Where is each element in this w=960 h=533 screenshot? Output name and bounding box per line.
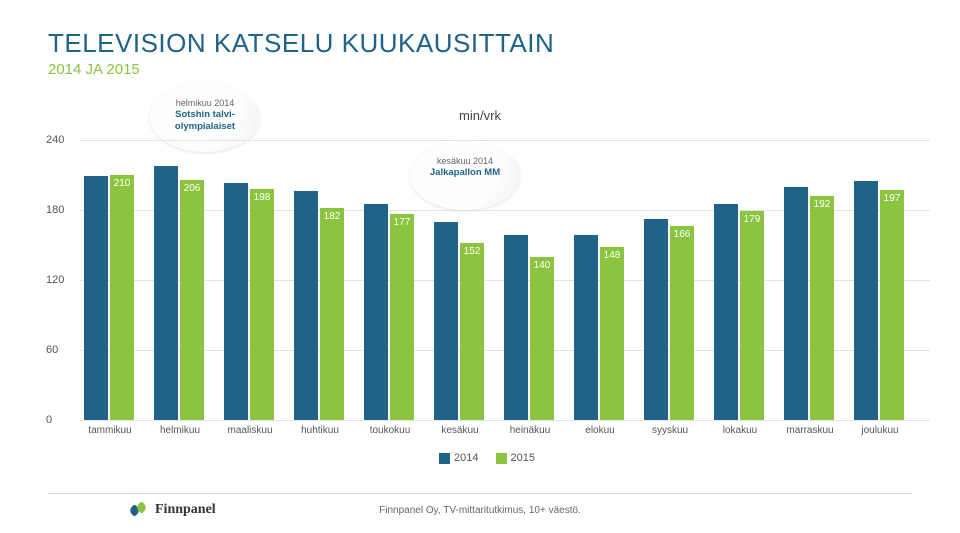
bar-value-label: 210 xyxy=(110,178,134,189)
y-tick-label: 60 xyxy=(46,344,58,356)
bar-value-label: 206 xyxy=(180,183,204,194)
grid-line xyxy=(80,420,930,421)
bar-2014 xyxy=(364,204,388,420)
callout-line2: Sotshin talvi-olympialaiset xyxy=(150,109,260,133)
bar-value-label: 192 xyxy=(810,199,834,210)
legend-swatch-2015 xyxy=(496,453,507,464)
page-subtitle: 2014 JA 2015 xyxy=(48,61,912,78)
bar-value-label: 177 xyxy=(390,217,414,228)
x-tick-label: maaliskuu xyxy=(227,425,272,436)
bar-2014 xyxy=(574,235,598,421)
y-tick-label: 0 xyxy=(46,414,52,426)
logo-mark-icon xyxy=(130,503,148,517)
bar-value-label: 198 xyxy=(250,192,274,203)
x-tick-label: huhtikuu xyxy=(301,425,339,436)
bar-2014 xyxy=(224,183,248,420)
bar-2014 xyxy=(434,222,458,420)
bar-value-label: 140 xyxy=(530,260,554,271)
bar-2015: 140 xyxy=(530,257,554,420)
bar-value-label: 179 xyxy=(740,214,764,225)
bar-value-label: 148 xyxy=(600,250,624,261)
x-tick-label: elokuu xyxy=(585,425,614,436)
bar-value-label: 182 xyxy=(320,211,344,222)
bar-2015: 197 xyxy=(880,190,904,420)
bar-2015: 182 xyxy=(320,208,344,420)
bar-2014 xyxy=(714,204,738,420)
x-tick-label: heinäkuu xyxy=(510,425,551,436)
x-tick-label: marraskuu xyxy=(786,425,833,436)
x-tick-label: helmikuu xyxy=(160,425,200,436)
bar-2014 xyxy=(784,187,808,420)
x-tick-label: toukokuu xyxy=(370,425,411,436)
finnpanel-logo: Finnpanel xyxy=(130,502,216,518)
y-tick-label: 240 xyxy=(46,134,64,146)
bar-2015: 179 xyxy=(740,211,764,420)
bar-value-label: 166 xyxy=(670,229,694,240)
bar-2015: 210 xyxy=(110,175,134,420)
bar-2014 xyxy=(854,181,878,420)
bar-2015: 152 xyxy=(460,243,484,420)
x-tick-label: lokakuu xyxy=(723,425,757,436)
source-text: Finnpanel Oy, TV-mittaritutkimus, 10+ vä… xyxy=(379,505,581,516)
legend-label-2014: 2014 xyxy=(454,452,478,464)
bar-2015: 198 xyxy=(250,189,274,420)
bar-2015: 177 xyxy=(390,214,414,421)
legend-label-2015: 2015 xyxy=(511,452,535,464)
bar-2015: 148 xyxy=(600,247,624,420)
page-title: TELEVISION KATSELU KUUKAUSITTAIN xyxy=(48,28,912,59)
y-tick-label: 180 xyxy=(46,204,64,216)
callout-line1: helmikuu 2014 xyxy=(150,98,260,109)
bar-value-label: 197 xyxy=(880,193,904,204)
unit-label: min/vrk xyxy=(459,108,501,123)
bar-value-label: 152 xyxy=(460,246,484,257)
bar-2015: 166 xyxy=(670,226,694,420)
y-tick-label: 120 xyxy=(46,274,64,286)
bar-2014 xyxy=(84,176,108,420)
legend: 2014 2015 xyxy=(0,452,960,464)
logo-text: Finnpanel xyxy=(155,502,216,518)
x-tick-label: tammikuu xyxy=(88,425,131,436)
bar-2014 xyxy=(504,235,528,421)
bar-chart: 0601201802402102061981821771521401481661… xyxy=(80,140,930,420)
bar-2014 xyxy=(154,166,178,420)
bar-2014 xyxy=(644,219,668,420)
bar-2015: 206 xyxy=(180,180,204,420)
x-tick-label: joulukuu xyxy=(861,425,898,436)
footer-divider xyxy=(48,493,912,494)
x-tick-label: syyskuu xyxy=(652,425,688,436)
bar-2015: 192 xyxy=(810,196,834,420)
x-tick-label: kesäkuu xyxy=(441,425,478,436)
bar-2014 xyxy=(294,191,318,420)
x-axis-labels: tammikuu helmikuu maaliskuu huhtikuu toukoku… xyxy=(80,425,930,445)
legend-swatch-2014 xyxy=(439,453,450,464)
